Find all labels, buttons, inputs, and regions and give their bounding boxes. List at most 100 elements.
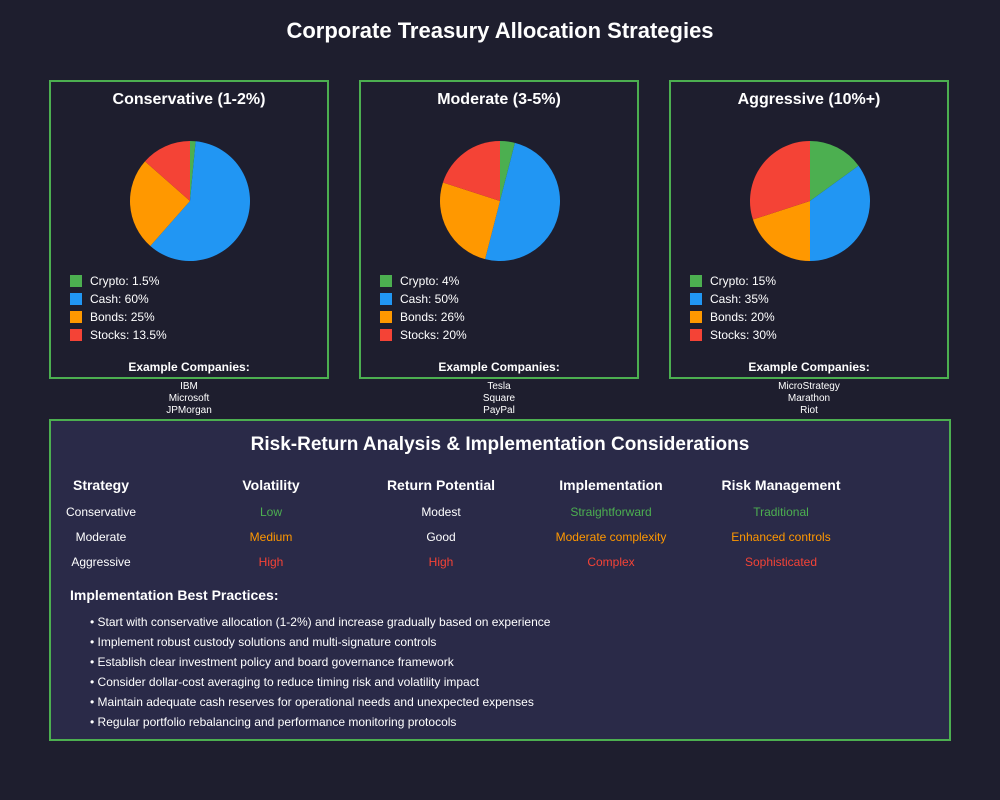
example-companies-conservative: IBM Microsoft JPMorgan (119, 381, 259, 417)
pie-slice-bonds (130, 161, 190, 247)
pie-chart-aggressive (750, 141, 870, 261)
legend-item-bonds: Bonds: 20% (690, 308, 777, 326)
legend-item-bonds: Bonds: 25% (70, 308, 167, 326)
pie-slice-cash (150, 141, 250, 261)
legend-label: Stocks: 13.5% (90, 328, 167, 342)
page-title: Corporate Treasury Allocation Strategies (286, 18, 714, 43)
table-cell: Modest (421, 505, 461, 519)
example-companies-aggressive: MicroStrategy Marathon Riot (739, 381, 879, 417)
legend-item-stocks: Stocks: 20% (380, 326, 467, 344)
pie-slice-cash (485, 142, 560, 261)
pie-slice-stocks (144, 141, 190, 201)
legend-swatch (70, 275, 82, 287)
company-name: Marathon (787, 393, 831, 404)
company-name: Riot (800, 405, 818, 416)
table-cell: Good (426, 530, 456, 544)
best-practices-list: • Start with conservative allocation (1-… (90, 614, 550, 734)
table-cell: Moderate complexity (555, 530, 667, 544)
pie-slice-crypto (810, 141, 859, 201)
table-cell: Moderate (75, 530, 127, 544)
best-practices-title: Implementation Best Practices: (70, 587, 279, 603)
table-cell: Low (259, 505, 282, 519)
table-cell: High (428, 555, 454, 569)
best-practice-item: • Implement robust custody solutions and… (90, 635, 437, 649)
legend-item-crypto: Crypto: 1.5% (70, 272, 167, 290)
company-name: MicroStrategy (778, 381, 840, 392)
table-cell: Aggressive (71, 555, 131, 569)
legend-label: Stocks: 20% (400, 328, 467, 342)
example-companies-label: Example Companies: (128, 360, 250, 374)
legend-swatch (380, 275, 392, 287)
legend: Crypto: 4% Cash: 50% Bonds: 26% Stocks: 20% (380, 272, 467, 344)
legend: Crypto: 1.5% Cash: 60% Bonds: 25% Stocks: 1… (70, 272, 167, 344)
legend-label: Crypto: 1.5% (90, 274, 160, 288)
pie-chart-conservative (130, 141, 250, 261)
pie-chart-moderate (440, 141, 560, 261)
company-name: JPMorgan (166, 405, 212, 416)
legend-item-cash: Cash: 50% (380, 290, 467, 308)
table-cell: Complex (587, 555, 635, 569)
best-practice-item: • Establish clear investment policy and … (90, 655, 454, 669)
legend-item-stocks: Stocks: 13.5% (70, 326, 167, 344)
legend-swatch (380, 311, 392, 323)
panel-moderate: Moderate (3-5%) Crypto: 4% Cash: 50% Bonds:… (359, 80, 639, 379)
legend: Crypto: 15% Cash: 35% Bonds: 20% Stocks: 30… (690, 272, 777, 344)
pie-slice-crypto (500, 141, 515, 201)
legend-label: Bonds: 25% (90, 310, 155, 324)
table-header: Implementation (559, 477, 663, 493)
table-cell: Enhanced controls (731, 530, 831, 544)
company-name: Microsoft (168, 393, 210, 404)
legend-swatch (380, 293, 392, 305)
table-header: Volatility (242, 477, 300, 493)
pie-title: Moderate (3-5%) (437, 91, 561, 108)
table-cell: Traditional (753, 505, 809, 519)
pie-title: Conservative (1-2%) (112, 91, 266, 108)
table-cell: Straightforward (570, 505, 652, 519)
example-companies-label: Example Companies: (438, 360, 560, 374)
pie-slice-bonds (440, 182, 500, 260)
legend-swatch (380, 329, 392, 341)
panel-aggressive: Aggressive (10%+) Crypto: 15% Cash: 35% Bon… (669, 80, 949, 379)
example-companies-label: Example Companies: (748, 360, 870, 374)
legend-label: Crypto: 15% (710, 274, 777, 288)
table-header: Return Potential (386, 477, 496, 493)
table-cell: High (258, 555, 284, 569)
analysis-title: Risk-Return Analysis & Implementation Co… (250, 434, 750, 455)
pie-slice-cash (810, 165, 870, 261)
example-companies-moderate: Tesla Square PayPal (429, 381, 569, 417)
table-cell: Medium (249, 530, 293, 544)
legend-item-bonds: Bonds: 26% (380, 308, 467, 326)
best-practice-item: • Consider dollar-cost averaging to redu… (90, 675, 480, 689)
company-name: Square (482, 393, 516, 404)
pie-slice-stocks (750, 141, 810, 220)
company-name: Tesla (487, 381, 511, 392)
table-header: Strategy (72, 477, 130, 493)
legend-swatch (690, 293, 702, 305)
company-name: IBM (180, 381, 198, 392)
pie-title: Aggressive (10%+) (737, 91, 881, 108)
legend-label: Cash: 50% (400, 292, 459, 306)
legend-label: Cash: 60% (90, 292, 149, 306)
pie-slice-stocks (442, 141, 500, 201)
legend-label: Bonds: 20% (710, 310, 775, 324)
best-practice-item: • Start with conservative allocation (1-… (90, 615, 551, 629)
legend-item-cash: Cash: 35% (690, 290, 777, 308)
legend-swatch (70, 329, 82, 341)
table-cell: Conservative (65, 505, 137, 519)
legend-item-crypto: Crypto: 4% (380, 272, 467, 290)
table-cell: Sophisticated (744, 555, 818, 569)
legend-label: Cash: 35% (710, 292, 769, 306)
best-practice-item: • Maintain adequate cash reserves for op… (90, 695, 534, 709)
table-header: Risk Management (721, 477, 841, 493)
legend-swatch (70, 293, 82, 305)
legend-swatch (690, 311, 702, 323)
pie-slice-crypto (190, 141, 196, 201)
legend-swatch (690, 329, 702, 341)
legend-item-cash: Cash: 60% (70, 290, 167, 308)
panel-conservative: Conservative (1-2%) Crypto: 1.5% Cash: 60%… (49, 80, 329, 379)
legend-item-crypto: Crypto: 15% (690, 272, 777, 290)
legend-label: Stocks: 30% (710, 328, 777, 342)
legend-label: Bonds: 26% (400, 310, 465, 324)
best-practice-item: • Regular portfolio rebalancing and perf… (90, 715, 457, 729)
company-name: PayPal (483, 405, 515, 416)
